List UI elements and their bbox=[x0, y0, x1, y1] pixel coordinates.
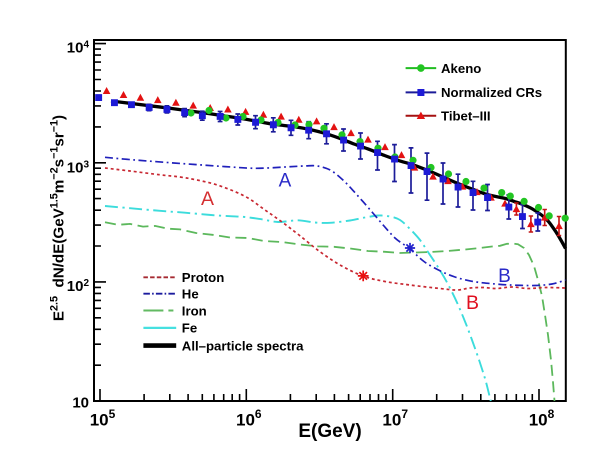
svg-text:All–particle spectra: All–particle spectra bbox=[182, 338, 304, 353]
svg-text:A: A bbox=[201, 188, 214, 210]
svg-text:B: B bbox=[466, 292, 479, 314]
svg-text:E2.5 dN/dE(GeV1.5m−2s−1sr−1): E2.5 dN/dE(GeV1.5m−2s−1sr−1) bbox=[49, 115, 68, 321]
svg-text:Akeno: Akeno bbox=[441, 61, 481, 76]
svg-text:A: A bbox=[279, 170, 292, 191]
svg-text:Fe: Fe bbox=[182, 321, 197, 336]
svg-text:He: He bbox=[182, 287, 199, 302]
svg-text:Iron: Iron bbox=[182, 303, 207, 318]
svg-text:Normalized CRs: Normalized CRs bbox=[441, 85, 542, 100]
svg-text:Tibet–III: Tibet–III bbox=[441, 109, 491, 124]
svg-text:B: B bbox=[498, 266, 511, 287]
svg-text:Proton: Proton bbox=[182, 270, 225, 285]
svg-text:E(GeV): E(GeV) bbox=[298, 421, 361, 442]
svg-text:10: 10 bbox=[72, 395, 89, 412]
